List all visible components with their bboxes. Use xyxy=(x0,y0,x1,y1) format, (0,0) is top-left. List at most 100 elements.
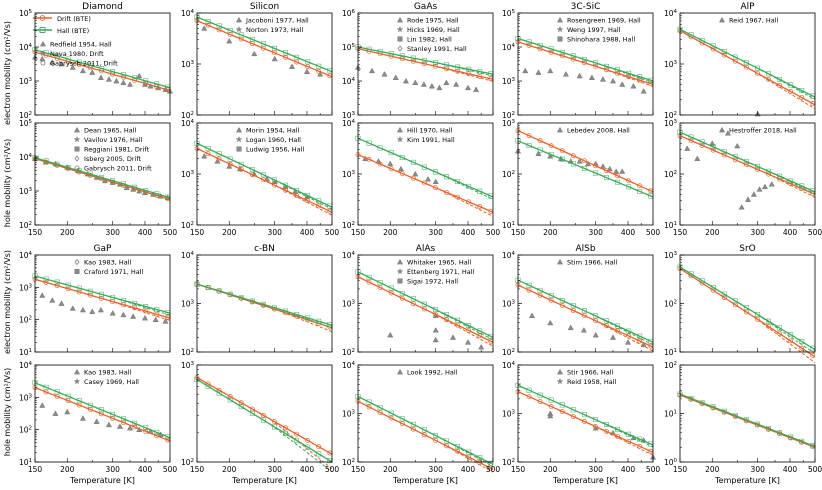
exp-point xyxy=(768,181,775,187)
drift-marker xyxy=(410,426,416,432)
x-tick-label: 150 xyxy=(351,465,366,474)
x-tick-label: 300 xyxy=(751,228,766,237)
hall-line xyxy=(679,393,816,448)
hall-line xyxy=(34,157,171,199)
drift-marker xyxy=(526,394,532,400)
hall-marker xyxy=(721,49,727,55)
drift-dashed-line xyxy=(271,183,333,216)
exp-point xyxy=(756,186,763,192)
exp-point xyxy=(126,81,134,87)
y-label-hole-bottom: hole mobility (cm²/Vs) xyxy=(3,368,12,456)
y-tick-label: 102 xyxy=(181,348,194,357)
hall-marker xyxy=(410,55,416,61)
exp-point xyxy=(58,300,65,306)
drift-marker xyxy=(526,287,532,293)
hall-marker xyxy=(526,387,532,393)
hall-marker xyxy=(788,332,794,338)
drift-marker xyxy=(410,301,416,307)
hall-marker xyxy=(271,424,277,430)
exp-point xyxy=(201,25,208,31)
hall-line xyxy=(357,137,494,198)
exp-point xyxy=(588,74,595,80)
drift-marker xyxy=(366,279,372,285)
hall-marker xyxy=(799,339,805,344)
hall-marker xyxy=(410,421,416,427)
y-tick-label: 104 xyxy=(181,119,195,128)
x-tick-label: 300 xyxy=(589,465,604,474)
x-axis-label: Temperature [K] xyxy=(552,476,618,485)
hall-marker xyxy=(581,412,587,418)
x-tick-label: 200 xyxy=(60,465,75,474)
exp-point xyxy=(464,84,472,91)
x-axis-label: Temperature [K] xyxy=(69,476,135,485)
drift-marker xyxy=(305,64,311,70)
legend-marker-sq xyxy=(236,146,242,152)
x-tick-label: 500 xyxy=(486,465,501,474)
drift-marker xyxy=(477,333,483,339)
drift-marker xyxy=(755,70,760,76)
drift-marker xyxy=(593,63,598,69)
hall-marker xyxy=(65,393,71,399)
drift-marker xyxy=(227,32,233,37)
exp-point xyxy=(397,165,404,172)
y-tick-exponent: 3 xyxy=(352,410,356,416)
hall-marker xyxy=(477,328,483,334)
hall-marker xyxy=(444,174,449,180)
hall-marker xyxy=(432,169,438,175)
hall-dashed-line xyxy=(754,312,816,354)
legend-marker-star xyxy=(73,136,81,143)
drift-marker xyxy=(637,443,643,449)
exp-point xyxy=(694,155,701,162)
exp-point xyxy=(120,311,127,318)
panel-3: 3C-SiC 102 103 104 105 Rosengreen 1969, HallW… xyxy=(502,2,654,120)
drift-marker xyxy=(466,454,472,460)
hall-dashed-line xyxy=(277,308,333,329)
hall-marker xyxy=(260,172,266,178)
hall-marker xyxy=(377,48,383,54)
hall-marker xyxy=(121,297,126,303)
hall-marker xyxy=(109,411,115,417)
exp-point xyxy=(547,412,554,419)
drift-marker xyxy=(537,399,543,405)
hall-marker xyxy=(444,312,449,318)
exp-point xyxy=(381,71,388,77)
panel-frame xyxy=(34,254,171,353)
drift-marker xyxy=(615,70,621,76)
exp-point xyxy=(599,163,606,169)
legend-entry: Reid 1958, Hall xyxy=(567,378,617,386)
hall-marker xyxy=(626,328,632,334)
y-tick-exponent: 3 xyxy=(674,251,678,257)
panel-1: Silicon 102 103 104 Jacoboni 1977, HallNorto… xyxy=(181,2,333,120)
hall-line xyxy=(679,131,816,193)
hall-marker xyxy=(537,43,543,48)
y-tick-label: 104 xyxy=(19,361,33,370)
hall-marker xyxy=(688,395,694,401)
hall-marker xyxy=(444,438,449,444)
x-tick-label: 150 xyxy=(351,228,366,237)
x-tick-label: 300 xyxy=(429,228,444,237)
y-tick-exponent: 3 xyxy=(29,393,33,399)
hall-marker xyxy=(592,170,598,176)
drift-marker xyxy=(777,82,783,88)
drift-marker xyxy=(433,437,438,443)
y-tick-label: 102 xyxy=(181,221,194,230)
legend-entry: Look 1992, Hall xyxy=(407,369,458,377)
y-tick-label: 103 xyxy=(502,410,516,419)
exp-point xyxy=(576,158,583,164)
hall-marker xyxy=(410,159,416,165)
exp-point xyxy=(599,76,606,82)
drift-marker xyxy=(227,394,233,399)
hall-marker xyxy=(754,163,760,169)
hall-marker xyxy=(455,444,461,450)
y-tick-label: 105 xyxy=(342,43,356,52)
y-tick-exponent: 2 xyxy=(674,300,678,306)
hall-marker xyxy=(559,402,565,408)
drift-marker xyxy=(366,156,372,162)
exp-point xyxy=(522,67,529,74)
drift-marker xyxy=(548,404,554,410)
hall-marker xyxy=(699,400,705,406)
drift-marker xyxy=(604,168,609,174)
exp-point xyxy=(412,79,419,86)
drift-marker xyxy=(766,171,771,177)
